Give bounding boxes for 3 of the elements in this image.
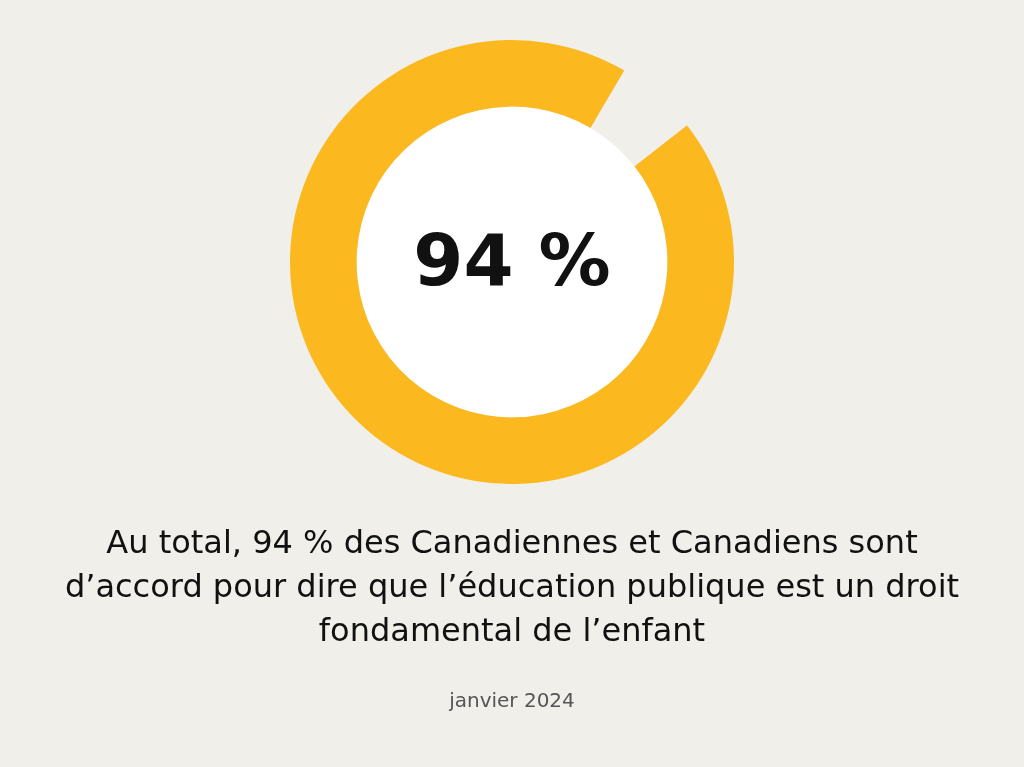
text: janvier 2024 xyxy=(448,688,576,712)
data-label: 94 % xyxy=(413,217,611,302)
text: Au total, 94 % des Canadiennes et Canadiens sont d’accord pour dire que l’éducation publique est un droit fondamental de l’enfant xyxy=(63,522,961,651)
